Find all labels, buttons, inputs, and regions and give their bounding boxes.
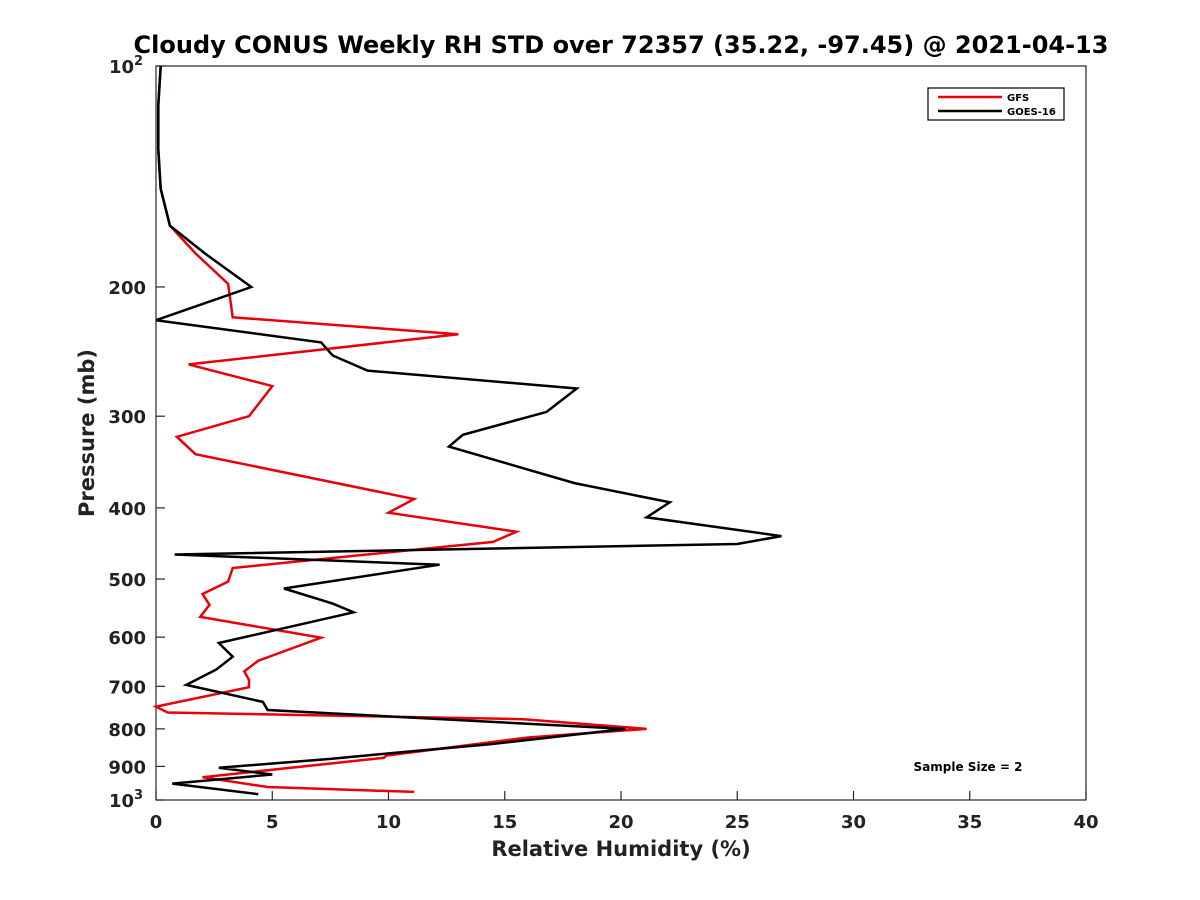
x-tick-label: 35 (957, 812, 982, 833)
y-tick-label: 800 (108, 720, 146, 741)
legend: GFS GOES-16 (927, 87, 1065, 121)
y-tick-exponent: 3 (134, 788, 143, 803)
x-tick-label: 10 (376, 812, 401, 833)
y-tick-label: 600 (108, 628, 146, 649)
x-tick-label: 0 (150, 812, 163, 833)
series-lines (152, 65, 782, 796)
y-tick-label: 300 (108, 407, 146, 428)
y-tick-label: 400 (108, 499, 146, 520)
y-tick-label: 200 (108, 278, 146, 299)
plot-frame (155, 65, 1087, 801)
chart-title: Cloudy CONUS Weekly RH STD over 72357 (3… (134, 31, 1109, 59)
x-tick-label: 15 (492, 812, 517, 833)
legend-label-goes16: GOES-16 (1007, 107, 1056, 118)
x-tick-label: 20 (608, 812, 633, 833)
x-tick-label: 30 (841, 812, 866, 833)
y-tick-label: 10 (109, 791, 134, 812)
x-tick-label: 40 (1073, 812, 1098, 833)
sample-size-annotation: Sample Size = 2 (914, 760, 1023, 774)
y-tick-exponent: 2 (134, 54, 143, 69)
series-line-gfs (152, 65, 647, 794)
y-tick-label: 500 (108, 570, 146, 591)
y-tick-label: 700 (108, 677, 146, 698)
y-axis-label: Pressure (mb) (75, 349, 99, 517)
series-line-goes16 (155, 65, 782, 796)
plot-area: 0 5 10 15 20 25 30 35 40 10 220030040050060070080… (108, 54, 1098, 833)
x-axis: 0 5 10 15 20 25 30 35 40 (150, 791, 1099, 833)
x-tick-label: 25 (725, 812, 750, 833)
x-axis-label: Relative Humidity (%) (491, 837, 750, 861)
x-tick-label: 5 (266, 812, 279, 833)
y-tick-label: 900 (108, 757, 146, 778)
legend-box (927, 87, 1065, 121)
y-tick-label: 10 (109, 57, 134, 78)
legend-label-gfs: GFS (1007, 93, 1029, 104)
